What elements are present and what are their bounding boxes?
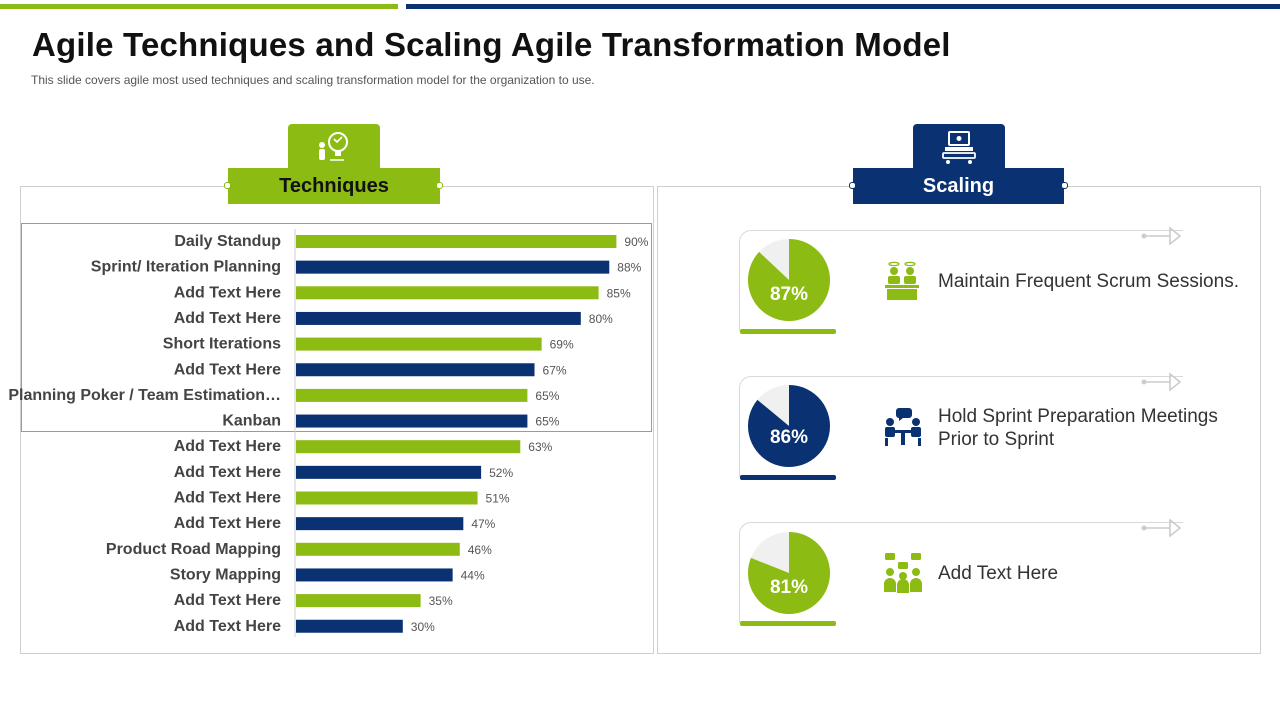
top-techniques-highlight (21, 223, 652, 432)
bar-category-label: Add Text Here (174, 284, 281, 301)
bar-value-label: 47% (471, 517, 495, 531)
bar (296, 491, 478, 505)
bar-category-label: Short Iterations (163, 336, 281, 353)
tab-dot (436, 182, 443, 189)
pie-value-slice (748, 532, 830, 614)
scaling-card-text-2: Hold Sprint Preparation Meetings Prior t… (938, 406, 1218, 450)
scaling-card-text-3: Add Text Here (938, 563, 1059, 584)
bar (296, 619, 403, 633)
techniques-tab-label: Techniques (228, 168, 440, 204)
bar-value-label: 63% (528, 440, 552, 454)
bar-category-label: Planning Poker / Team Estimation… (8, 387, 281, 404)
bar (296, 260, 610, 274)
bar (296, 414, 528, 428)
bar (296, 286, 599, 300)
bar (296, 542, 460, 556)
team-chat-icon (884, 553, 922, 593)
bar (296, 440, 521, 454)
idea-person-icon (319, 132, 348, 161)
bar-value-label: 65% (535, 415, 559, 429)
bar-category-label: Add Text Here (174, 515, 281, 532)
bar-value-label: 46% (468, 543, 492, 557)
bar (296, 311, 581, 325)
laptop-stack-icon (942, 131, 976, 164)
bar-value-label: 88% (617, 261, 641, 275)
bar-category-label: Add Text Here (174, 464, 281, 481)
discussion-table-icon (885, 408, 921, 446)
pie-underline (740, 329, 836, 334)
pie-underline (740, 475, 836, 480)
tab-dot (224, 182, 231, 189)
page-subtitle: This slide covers agile most used techni… (31, 73, 595, 87)
bar-value-label: 90% (624, 235, 648, 249)
pie-chart-87 (748, 239, 830, 321)
bar-category-label: Add Text Here (174, 361, 281, 378)
bar-category-label: Add Text Here (174, 438, 281, 455)
bar (296, 465, 482, 479)
bar-value-label: 51% (486, 492, 510, 506)
bar-category-label: Add Text Here (174, 618, 281, 635)
bar-category-label: Product Road Mapping (106, 541, 281, 558)
tab-dot (1061, 182, 1068, 189)
bar-value-label: 80% (589, 312, 613, 326)
pie-value-slice (748, 385, 830, 467)
pie-percent-label: 81% (769, 577, 809, 598)
bar (296, 363, 535, 377)
arrow-right-icon (1141, 372, 1182, 392)
bar-category-label: Sprint/ Iteration Planning (91, 259, 281, 276)
pie-underline (740, 621, 836, 626)
scaling-tab-label: Scaling (853, 168, 1064, 204)
pie-percent-label: 87% (769, 284, 809, 305)
pie-chart-86 (748, 385, 830, 467)
bar-value-label: 85% (607, 286, 631, 300)
bar-category-label: Kanban (222, 413, 281, 430)
pie-percent-label: 86% (769, 427, 809, 448)
bar-value-label: 35% (429, 594, 453, 608)
bar-category-label: Add Text Here (174, 592, 281, 609)
bar (296, 388, 528, 402)
bar (296, 337, 542, 351)
bar-value-label: 52% (489, 466, 513, 480)
bar-value-label: 69% (550, 338, 574, 352)
bar (296, 235, 617, 248)
scaling-card-text-1: Maintain Frequent Scrum Sessions. (938, 271, 1239, 292)
meeting-icon (885, 261, 919, 300)
scaling-card-3 (739, 522, 1183, 623)
tab-dot (849, 182, 856, 189)
techniques-tab-icon-box (288, 124, 380, 170)
scaling-card-2 (739, 376, 1183, 477)
pie-chart-81 (748, 532, 830, 614)
bar (296, 517, 464, 531)
bar (296, 594, 421, 608)
page-title: Agile Techniques and Scaling Agile Trans… (32, 26, 951, 63)
top-accent-bar-navy (406, 4, 1280, 9)
scaling-card-1 (739, 230, 1183, 331)
bar-category-label: Daily Standup (174, 233, 281, 250)
bar (296, 568, 453, 582)
bar-value-label: 67% (543, 363, 567, 377)
scaling-tab-icon-box (913, 124, 1005, 170)
bar-category-label: Add Text Here (174, 490, 281, 507)
arrow-right-icon (1141, 226, 1182, 246)
bar-category-label: Story Mapping (170, 566, 281, 583)
pie-value-slice (748, 239, 830, 321)
bar-value-label: 30% (411, 620, 435, 634)
bar-category-label: Add Text Here (174, 310, 281, 327)
top-accent-bar-green (0, 4, 398, 9)
arrow-right-icon (1141, 518, 1182, 538)
bar-value-label: 65% (535, 389, 559, 403)
bar-value-label: 44% (461, 568, 485, 582)
